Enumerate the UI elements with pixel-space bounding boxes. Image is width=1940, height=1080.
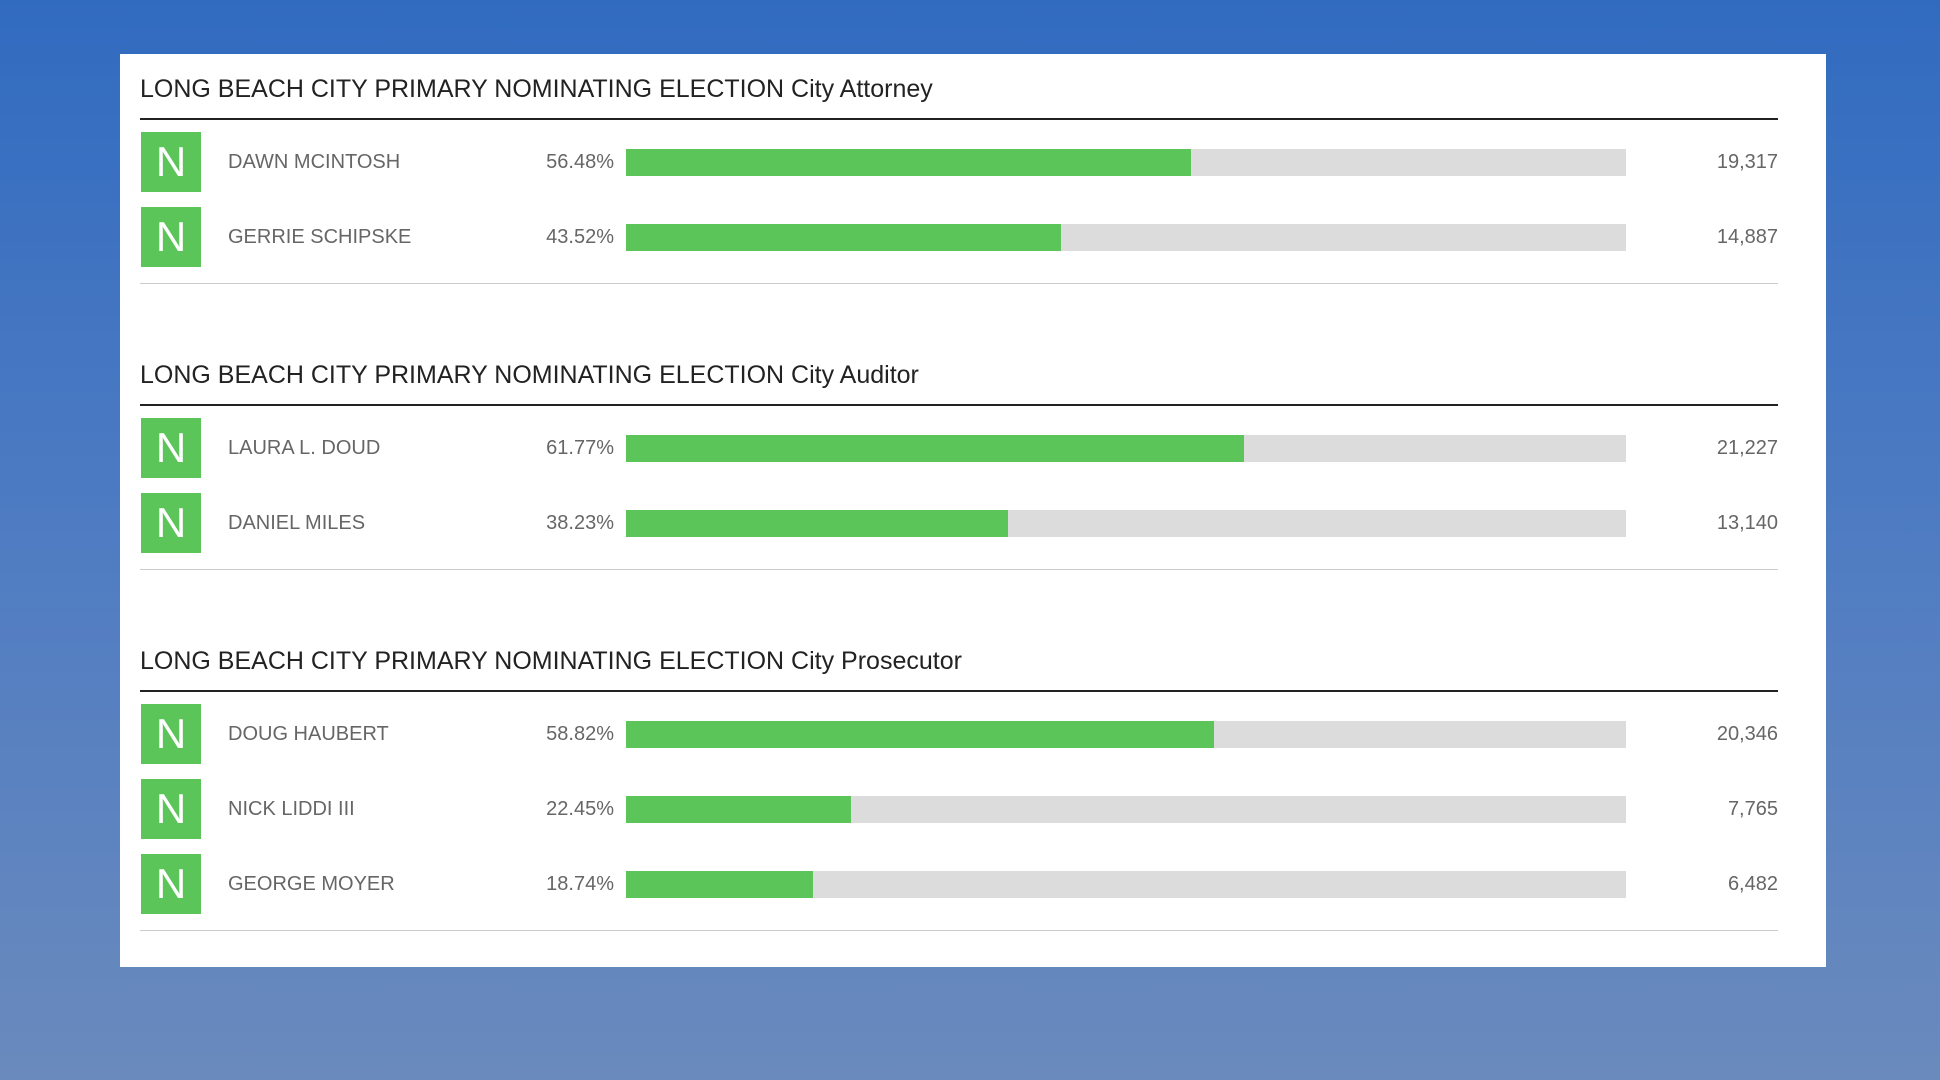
race-separator [140, 930, 1778, 931]
vote-count: 21,227 [1716, 437, 1778, 459]
percent-label: 38.23% [546, 512, 614, 534]
vote-count: 19,317 [1716, 151, 1778, 173]
title-rule [140, 118, 1778, 120]
vote-count: 20,346 [1716, 723, 1778, 745]
bar [626, 871, 814, 898]
candidate-name: DANIEL MILES [228, 512, 366, 534]
percent-label: 18.74% [546, 873, 614, 895]
vote-count: 6,482 [1727, 873, 1778, 895]
party-badge: N [141, 493, 201, 553]
party-badge: N [141, 854, 201, 914]
percent-label: 58.82% [546, 723, 614, 745]
party-badge: N [141, 132, 201, 192]
party-badge: N [141, 418, 201, 478]
title-rule [140, 690, 1778, 692]
candidate-name: GERRIE SCHIPSKE [228, 226, 412, 248]
bar [626, 721, 1215, 748]
bar [626, 149, 1191, 176]
candidate-name: DOUG HAUBERT [228, 723, 389, 745]
race-title: LONG BEACH CITY PRIMARY NOMINATING ELECT… [140, 361, 919, 389]
vote-count: 14,887 [1716, 226, 1778, 248]
percent-label: 43.52% [546, 226, 614, 248]
race-separator [140, 569, 1778, 570]
race-title: LONG BEACH CITY PRIMARY NOMINATING ELECT… [140, 75, 933, 103]
candidate-name: NICK LIDDI III [228, 798, 355, 820]
percent-label: 56.48% [546, 151, 614, 173]
bar [626, 510, 1009, 537]
party-badge: N [141, 704, 201, 764]
bar [626, 224, 1062, 251]
candidate-name: DAWN MCINTOSH [228, 151, 401, 173]
candidate-name: GEORGE MOYER [228, 873, 395, 895]
percent-label: 22.45% [546, 798, 614, 820]
candidate-name: LAURA L. DOUD [228, 437, 381, 459]
race-title: LONG BEACH CITY PRIMARY NOMINATING ELECT… [140, 647, 962, 675]
vote-count: 13,140 [1716, 512, 1778, 534]
vote-count: 7,765 [1727, 798, 1778, 820]
bar [626, 435, 1244, 462]
bar [626, 796, 851, 823]
party-badge: N [141, 207, 201, 267]
party-badge: N [141, 779, 201, 839]
title-rule [140, 404, 1778, 406]
percent-label: 61.77% [546, 437, 614, 459]
race-separator [140, 283, 1778, 284]
